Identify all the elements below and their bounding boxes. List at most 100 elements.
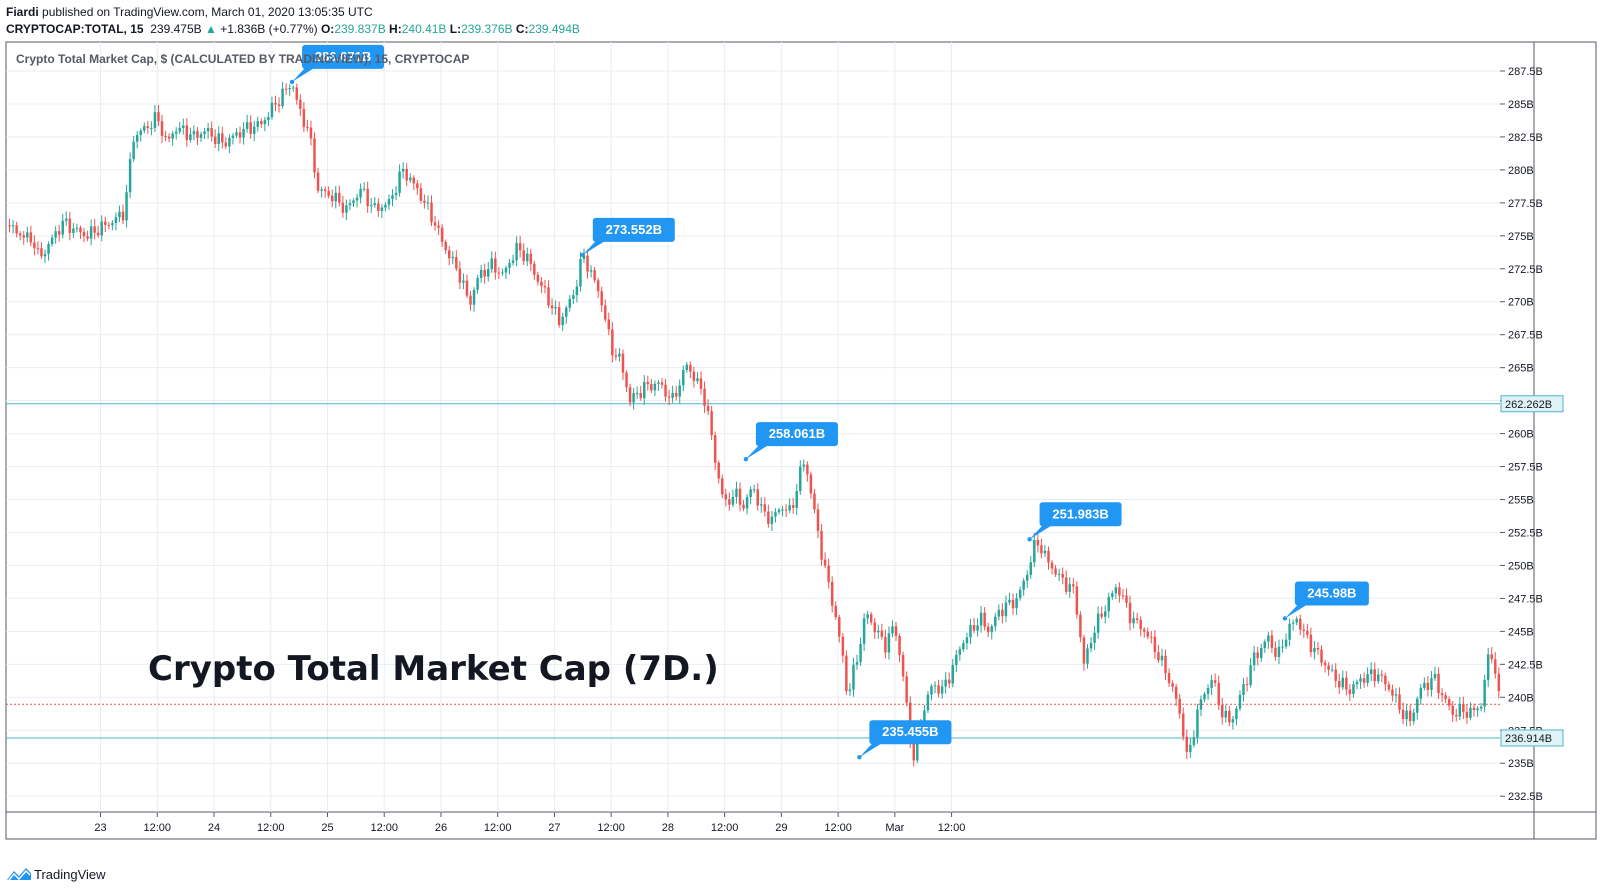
publish-line: Fiardi published on TradingView.com, Mar…: [6, 5, 373, 19]
candle-body: [345, 205, 348, 213]
callout-label: 273.552B: [606, 222, 662, 237]
candle-body: [107, 224, 111, 226]
candle-body: [391, 195, 394, 200]
candle-body: [926, 694, 930, 711]
candle-body: [1252, 652, 1256, 666]
candle-body: [1150, 636, 1153, 638]
candle-body: [1004, 602, 1008, 617]
price-tick-label: 235B: [1508, 758, 1534, 770]
tradingview-logo-icon[interactable]: [6, 866, 32, 884]
price-axis[interactable]: 232.5B235B237.5B240B242.5B245B247.5B250B…: [1500, 66, 1564, 803]
candle-body: [387, 199, 391, 205]
candle-body: [490, 258, 494, 270]
candle-body: [100, 221, 103, 236]
candle-body: [1008, 599, 1011, 603]
symbol-line: CRYPTOCAP:TOTAL, 15 239.475B ▲ +1.836B (…: [6, 22, 580, 36]
candle-body: [1029, 562, 1033, 575]
candle-body: [309, 127, 313, 139]
candle-body: [483, 269, 486, 277]
candle-body: [1153, 636, 1157, 653]
candle-body: [632, 393, 635, 403]
candle-body: [1139, 619, 1142, 630]
candle-body: [859, 643, 862, 663]
close-value: 239.494B: [528, 22, 580, 36]
candle-body: [1412, 712, 1415, 722]
candle-body: [1256, 652, 1259, 659]
high-value: 240.41B: [401, 22, 447, 36]
candle-body: [150, 128, 153, 130]
candle-body: [93, 226, 96, 233]
price-tick-label: 277.5B: [1508, 198, 1543, 210]
time-tick-label: 27: [548, 822, 560, 834]
candle-body: [462, 280, 465, 283]
chart-title: Crypto Total Market Cap (7D.): [148, 649, 719, 689]
candle-body: [89, 226, 93, 239]
time-tick-label: 25: [321, 822, 333, 834]
candle-body: [1408, 710, 1412, 722]
candle-body: [643, 382, 646, 399]
candle-body: [891, 626, 894, 634]
last-price: 239.475B: [150, 22, 202, 36]
horizontal-lines: [6, 403, 1500, 739]
candle-body: [1100, 613, 1103, 617]
candle-body: [1334, 669, 1337, 681]
candle-body: [646, 382, 650, 385]
callout-label: 286.671B: [315, 49, 371, 64]
candle-body: [529, 253, 533, 264]
candle-body: [933, 685, 937, 687]
candle-body: [1068, 584, 1072, 592]
candle-body: [511, 260, 515, 263]
symbol-name[interactable]: CRYPTOCAP:TOTAL, 15: [6, 22, 144, 36]
candle-body: [82, 231, 86, 237]
candle-body: [1011, 599, 1015, 609]
candle-body: [433, 222, 437, 226]
candle-body: [288, 88, 291, 90]
candle-body: [1189, 744, 1192, 752]
candle-body: [398, 171, 401, 193]
candle-body: [1472, 707, 1476, 711]
candle-body: [813, 493, 816, 510]
candle-body: [1217, 682, 1220, 705]
candle-body: [1476, 708, 1479, 711]
candle-body: [153, 112, 157, 129]
callout-box: [1294, 581, 1369, 606]
candle-body: [68, 218, 72, 234]
candle-body: [65, 218, 68, 221]
callout-anchor: [1282, 616, 1288, 621]
candle-body: [894, 626, 898, 636]
horizontal-line-label: 262.262B: [1505, 399, 1552, 411]
candle-body: [1369, 669, 1373, 675]
candle-body: [451, 257, 455, 259]
candle-body: [252, 126, 256, 134]
candle-body: [29, 232, 33, 243]
candle-body: [1064, 577, 1068, 592]
candle-body: [1249, 665, 1252, 685]
candle-body: [1295, 618, 1298, 623]
candle-body: [1380, 674, 1384, 676]
candle-body: [79, 227, 82, 232]
candle-body: [1107, 597, 1111, 612]
price-tick-label: 257.5B: [1508, 462, 1543, 474]
candle-body: [270, 102, 274, 118]
candle-body: [362, 188, 366, 190]
candle-body: [1465, 711, 1469, 718]
time-tick-label: 12:00: [938, 822, 966, 834]
candle-body: [763, 504, 767, 512]
candle-body: [1455, 714, 1458, 717]
price-callouts: 286.671B 273.552B 258.061B 235.455B 251.983B…: [289, 44, 1369, 760]
candle-body: [1057, 573, 1061, 575]
time-tick-label: 24: [208, 822, 220, 834]
time-axis[interactable]: 23 12:00 24 12:00 25 12:00 26 12:00 27 12:00 28 12:…: [94, 812, 965, 834]
candle-body: [657, 382, 660, 384]
candle-body: [508, 262, 511, 268]
author-name[interactable]: Fiardi: [6, 5, 39, 19]
candle-body: [1224, 710, 1228, 718]
candle-body: [486, 269, 490, 277]
price-tick-label: 247.5B: [1508, 593, 1543, 605]
candle-body: [1327, 665, 1330, 670]
candle-body: [185, 125, 189, 141]
tradingview-logo-text[interactable]: TradingView: [34, 867, 106, 882]
candle-body: [955, 654, 958, 666]
candle-body: [930, 686, 933, 695]
